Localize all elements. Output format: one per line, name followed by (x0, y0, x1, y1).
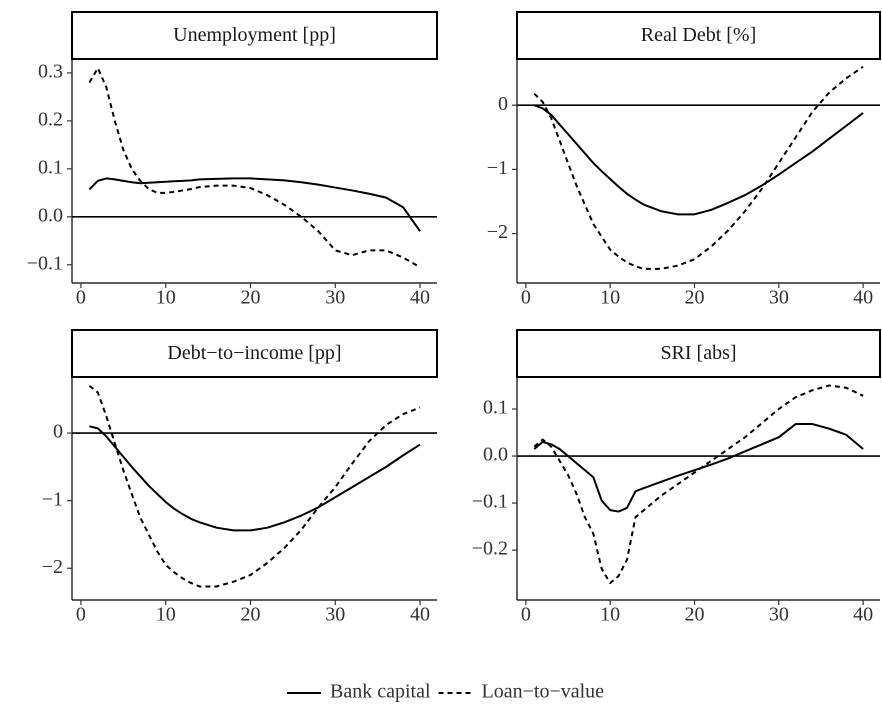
y-tick-label: 0.0 (38, 204, 63, 226)
y-tick-label: 0 (498, 93, 508, 115)
panel: Real Debt [%] −2 −1 0 0 10 20 30 40 (487, 11, 881, 309)
x-tick-label: 10 (600, 604, 620, 626)
y-tick-label: −1 (487, 157, 508, 179)
y-tick-label: 0.1 (38, 156, 63, 178)
x-tick-label: 0 (76, 287, 86, 309)
series-line (533, 384, 864, 585)
strip-box (71, 11, 438, 60)
x-tick-label: 20 (684, 287, 704, 309)
series-line (88, 384, 421, 588)
y-tick-label: −0.1 (472, 491, 508, 513)
y-tick-label: 0.3 (38, 61, 63, 83)
x-tick-label: 40 (410, 604, 430, 626)
x-tick-label: 40 (410, 287, 430, 309)
panel: Debt−to−income [pp] −2 −1 0 0 10 20 30 40 (42, 329, 438, 626)
x-tick-label: 10 (156, 604, 176, 626)
y-tick-label: −1 (42, 488, 63, 510)
x-tick-label: 40 (853, 604, 873, 626)
x-tick-label: 30 (325, 287, 345, 309)
panel-title: Debt−to−income [pp] (167, 342, 341, 364)
y-tick-label: 0.0 (483, 444, 508, 466)
x-tick-label: 0 (76, 604, 86, 626)
y-tick-label: −0.2 (472, 538, 508, 560)
x-tick-label: 20 (240, 604, 260, 626)
y-tick-label: −2 (42, 556, 63, 578)
series-line (533, 423, 864, 513)
x-tick-label: 30 (325, 604, 345, 626)
strip-box (71, 329, 438, 378)
x-tick-label: 30 (769, 287, 789, 309)
x-tick-label: 30 (769, 604, 789, 626)
strip-box (516, 11, 881, 60)
y-tick-label: −0.1 (27, 252, 63, 274)
panel-title: Real Debt [%] (641, 24, 757, 46)
panel: Unemployment [pp] −0.1 0.0 0.1 0.2 0.3 0 10 20 30… (27, 11, 438, 309)
panel-title: Unemployment [pp] (173, 24, 336, 46)
y-tick-label: 0.2 (38, 108, 63, 130)
legend: Bank capital Loan−to−value (287, 681, 604, 703)
y-tick-label: 0.1 (483, 397, 508, 419)
series-line (533, 65, 864, 270)
legend-label: Loan−to−value (482, 681, 605, 703)
x-tick-label: 20 (240, 287, 260, 309)
x-tick-label: 10 (600, 287, 620, 309)
series-line (88, 177, 421, 232)
x-tick-label: 0 (521, 287, 531, 309)
strip-box (516, 329, 881, 378)
panel-title: SRI [abs] (660, 342, 736, 364)
x-tick-label: 10 (156, 287, 176, 309)
x-tick-label: 40 (853, 287, 873, 309)
y-tick-label: 0 (53, 421, 63, 443)
panel: SRI [abs] −0.2 −0.1 0.0 0.1 0 10 20 30 40 (472, 329, 881, 626)
legend-label: Bank capital (330, 681, 431, 703)
x-tick-label: 0 (521, 604, 531, 626)
series-line (89, 425, 421, 532)
series-line (533, 104, 864, 216)
y-tick-label: −2 (487, 221, 508, 243)
series-line (88, 67, 421, 269)
x-tick-label: 20 (684, 604, 704, 626)
